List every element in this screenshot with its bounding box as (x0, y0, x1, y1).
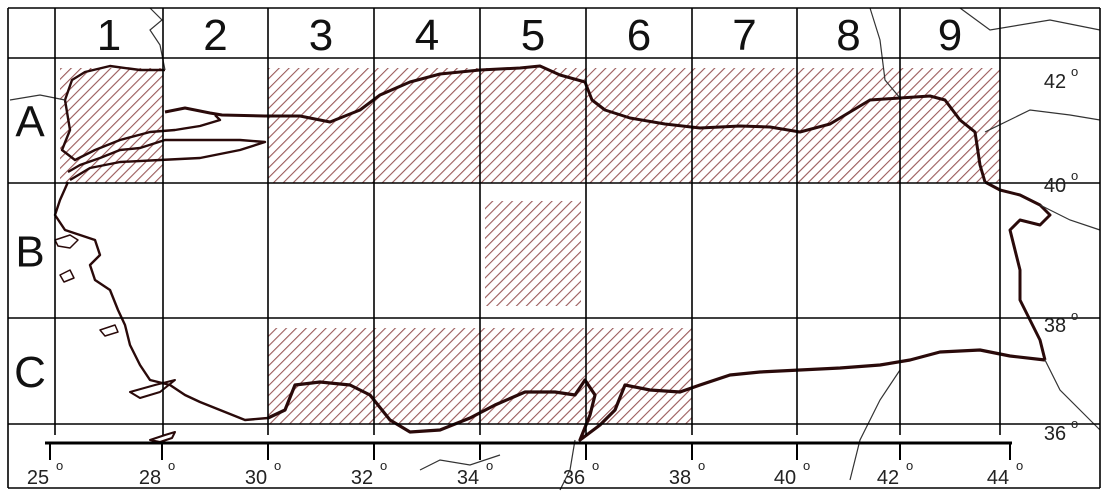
column-label-4: 4 (415, 11, 439, 60)
hatched-square-b5 (485, 201, 581, 306)
degree-mark: o (168, 458, 175, 473)
island-2 (59, 269, 75, 283)
degree-mark: o (1071, 168, 1078, 183)
hatched-square-c5 (480, 328, 586, 424)
island-3 (99, 324, 119, 337)
grid-lines (7, 7, 1101, 489)
degree-mark: o (1071, 308, 1078, 323)
longitude-label-32: 32 (351, 467, 373, 489)
latitude-labels: 42 o 40 o 38 o 36 o (1044, 64, 1078, 445)
iran-border (1039, 204, 1101, 231)
hatched-square-c6 (586, 328, 692, 424)
row-label-b: B (15, 228, 44, 277)
marmara-coast (67, 138, 267, 182)
longitude-label-25: 25 (27, 467, 49, 489)
island-1 (54, 234, 79, 249)
mediterranean-coast (267, 348, 1046, 442)
longitude-scale: 25 o 28 o 30 o 32 o 34 o 36 o 38 o 40 o 42 o 44 o (27, 441, 1023, 489)
row-labels: A B C (14, 98, 46, 398)
hatched-square-a9 (900, 68, 1000, 183)
longitude-label-36: 36 (563, 467, 585, 489)
latitude-label-42: 42 (1044, 71, 1066, 93)
longitude-label-38: 38 (669, 467, 691, 489)
column-label-2: 2 (203, 11, 227, 60)
hatched-square-a3 (268, 68, 374, 183)
armenia-border (984, 109, 1101, 133)
hatched-square-a1 (60, 68, 163, 183)
hatched-square-c4 (374, 328, 480, 424)
column-labels: 1 2 3 4 5 6 7 8 9 (97, 11, 962, 60)
degree-mark: o (380, 458, 387, 473)
column-label-1: 1 (97, 11, 121, 60)
degree-mark: o (486, 458, 493, 473)
levant-border (559, 439, 576, 491)
coast-detail-south (419, 454, 501, 471)
hatched-square-a4 (374, 68, 480, 183)
degree-mark: o (56, 458, 63, 473)
row-label-a: A (15, 98, 45, 147)
column-label-9: 9 (938, 11, 962, 60)
column-label-5: 5 (521, 11, 545, 60)
latitude-label-38: 38 (1044, 315, 1066, 337)
caucasus-border (959, 7, 1101, 31)
neighbor-borders (9, 7, 1101, 491)
degree-mark: o (1071, 64, 1078, 79)
longitude-label-30: 30 (245, 467, 267, 489)
degree-mark: o (803, 458, 810, 473)
rhodes-island (129, 379, 176, 399)
bulgaria-border (149, 7, 166, 71)
syria-border (1044, 359, 1101, 431)
aegean-coast (53, 181, 269, 422)
degree-mark: o (1071, 416, 1078, 431)
longitude-label-28: 28 (139, 467, 161, 489)
column-label-8: 8 (836, 11, 860, 60)
degree-mark: o (1016, 458, 1023, 473)
degree-mark: o (274, 458, 281, 473)
hatched-square-a5 (480, 68, 586, 183)
longitude-label-34: 34 (457, 467, 479, 489)
thrace-outline (60, 64, 222, 162)
coastline-layer (53, 64, 1052, 443)
iraq-river (849, 369, 901, 481)
degree-mark: o (592, 458, 599, 473)
column-label-3: 3 (309, 11, 333, 60)
longitude-label-42: 42 (877, 467, 899, 489)
latitude-label-40: 40 (1044, 175, 1066, 197)
hatched-square-a8 (797, 68, 900, 183)
column-label-6: 6 (627, 11, 651, 60)
longitude-label-40: 40 (774, 467, 796, 489)
degree-mark: o (698, 458, 705, 473)
georgia-border (869, 7, 901, 99)
longitude-label-44: 44 (987, 467, 1009, 489)
latitude-label-36: 36 (1044, 423, 1066, 445)
row-label-c: C (14, 348, 46, 397)
degree-mark: o (906, 458, 913, 473)
black-sea-coast (164, 64, 987, 183)
column-label-7: 7 (732, 11, 756, 60)
hatched-squares (60, 68, 1000, 424)
eastern-border (984, 180, 1052, 361)
greece-border (9, 94, 66, 101)
